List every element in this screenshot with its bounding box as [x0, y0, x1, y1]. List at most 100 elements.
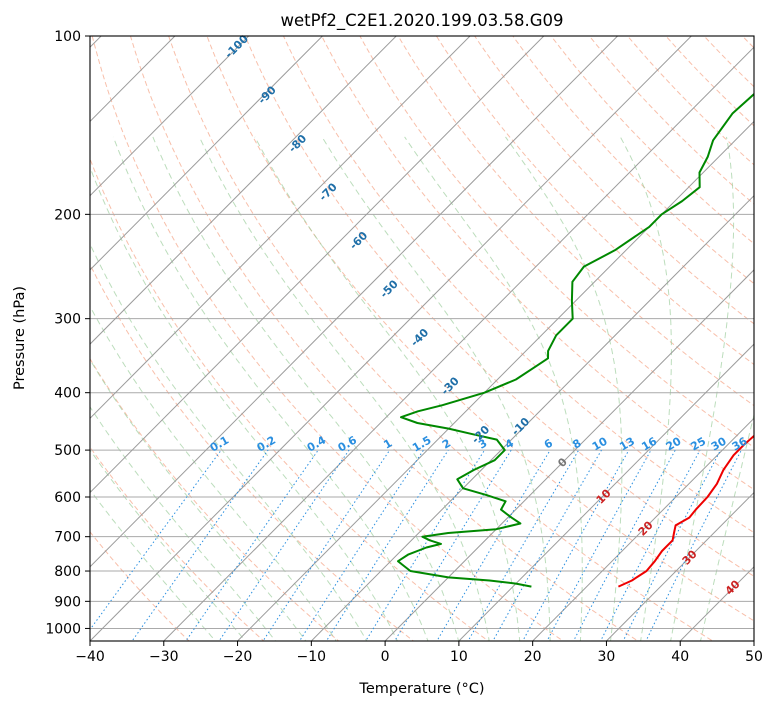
isotherm-line [90, 36, 324, 271]
dry-adiabat-line [512, 36, 754, 285]
mixing-ratio-line [492, 449, 602, 641]
y-tick-label: 700 [54, 530, 81, 546]
mixing-ratio-label: 8 [570, 437, 583, 452]
dry-adiabat-line [435, 36, 754, 366]
dry-adiabat-line [244, 36, 754, 577]
y-tick-label: 200 [54, 207, 81, 223]
isotherm-line [458, 343, 754, 641]
plot-frame [89, 35, 755, 642]
moist-adiabat-line [90, 166, 398, 641]
y-tick-label: 100 [54, 29, 81, 45]
dry-adiabat-label: -80 [286, 132, 309, 155]
dry-adiabat-line [321, 36, 754, 491]
mixing-ratio-label: 36 [730, 434, 750, 453]
mixing-ratio-line [645, 449, 742, 641]
mixing-ratio-label: 25 [688, 435, 708, 454]
y-tick-label: 400 [54, 386, 81, 402]
mixing-ratio-line [522, 449, 630, 641]
axes: −40 −30 −20 −10 0 10 20 30 40 50 100 200 300 400 500 60… [45, 29, 763, 665]
dry-adiabat-line [91, 36, 564, 641]
mixing-ratio-label: 0.4 [305, 433, 329, 454]
moist-adiabat-line [90, 305, 337, 641]
dry-adiabat-label: -30 [439, 374, 462, 397]
mixing-ratio-label: 2 [440, 437, 453, 452]
dry-adiabat-line [129, 36, 639, 641]
chart-title: wetPf2_C2E1.2020.199.03.58.G09 [280, 11, 563, 31]
x-tick-label: 10 [450, 649, 468, 665]
mixing-ratio-line [185, 449, 319, 641]
mixing-ratio-label: 1.5 [410, 434, 433, 455]
mixing-ratio-line [218, 449, 350, 641]
x-tick-label: −10 [297, 649, 327, 665]
y-tick-label: 300 [54, 312, 81, 328]
mixing-ratio-label: 0.6 [336, 433, 360, 454]
moist-adiabat-line [670, 136, 735, 641]
x-tick-label: −30 [149, 649, 179, 665]
dry-adiabat-line [474, 36, 754, 325]
moist-adiabat-line [152, 136, 460, 641]
mixing-ratio-line [262, 449, 391, 641]
moist-adiabat-line [90, 449, 247, 641]
isotherm-line [90, 36, 471, 420]
isotherm-line [90, 36, 619, 568]
dry-adiabat-line [741, 36, 754, 49]
dry-adiabat-line [626, 36, 754, 166]
isotherm-line [90, 36, 176, 123]
x-tick-label: 0 [381, 649, 390, 665]
mixing-ratio-label: 10 [590, 434, 610, 453]
mixing-ratio-line [436, 449, 551, 641]
moist-adiabat-line [619, 136, 672, 641]
mixing-ratio-label: 30 [709, 434, 729, 453]
isotherm-line [236, 120, 754, 641]
y-tick-label: 1000 [45, 621, 81, 637]
x-tick-label: 50 [745, 649, 763, 665]
isotherm-line [531, 417, 754, 641]
moist-adiabat-line [505, 136, 623, 641]
moist-adiabat-line [198, 136, 490, 641]
mixing-ratio-line [622, 449, 722, 641]
x-tick-label: 40 [671, 649, 689, 665]
line-labels: 0.1 0.2 0.4 0.6 1 1.5 2 3 4 6 8 10 13 16 20 25 30 36-100-… [208, 32, 750, 598]
isotherm-line [90, 36, 250, 197]
dry-adiabat-line [754, 9, 775, 653]
dry-adiabat-line [168, 36, 714, 641]
isotherm-line [384, 269, 754, 641]
y-tick-label: 900 [54, 594, 81, 610]
moist-adiabat-line [404, 136, 583, 641]
x-tick-label: 30 [598, 649, 616, 665]
moist-adiabat-line [254, 136, 521, 641]
dry-adiabat-line [282, 36, 754, 534]
moist-adiabat-line [90, 488, 217, 641]
dry-adiabat-line [665, 36, 754, 127]
dry-adiabat-line [90, 531, 190, 641]
isotherm-line [163, 46, 754, 641]
x-tick-label: −40 [75, 649, 105, 665]
moist-adiabat-line [90, 405, 277, 641]
isotherm-line [90, 36, 545, 494]
dry-adiabat-line [206, 36, 754, 622]
isotherm-line [90, 36, 397, 345]
dry-adiabat-line [359, 36, 754, 448]
background-lines [90, 9, 775, 653]
mixing-ratio-line [298, 449, 424, 641]
mixing-ratio-line [131, 449, 269, 641]
dry-adiabat-line [588, 36, 754, 205]
moist-adiabat-line [112, 136, 429, 641]
x-axis-label: Temperature (°C) [358, 681, 484, 697]
dry-adiabat-label: 20 [636, 518, 656, 538]
mixing-ratio-line [325, 449, 449, 641]
dry-adiabat-label: 10 [594, 486, 614, 506]
mixing-ratio-label: 20 [664, 434, 684, 453]
isotherm-line [605, 491, 754, 641]
dry-adiabat-label: -20 [469, 423, 492, 446]
dry-adiabat-line [397, 36, 754, 407]
dry-adiabat-label: -10 [509, 415, 532, 438]
x-tick-label: −20 [223, 649, 253, 665]
y-tick-label: 600 [54, 490, 81, 506]
x-tick-label: 20 [524, 649, 542, 665]
mixing-ratio-label: 16 [639, 434, 659, 453]
moist-adiabat-line [699, 412, 754, 641]
mixing-ratio-line [467, 449, 580, 641]
y-tick-label: 500 [54, 443, 81, 459]
